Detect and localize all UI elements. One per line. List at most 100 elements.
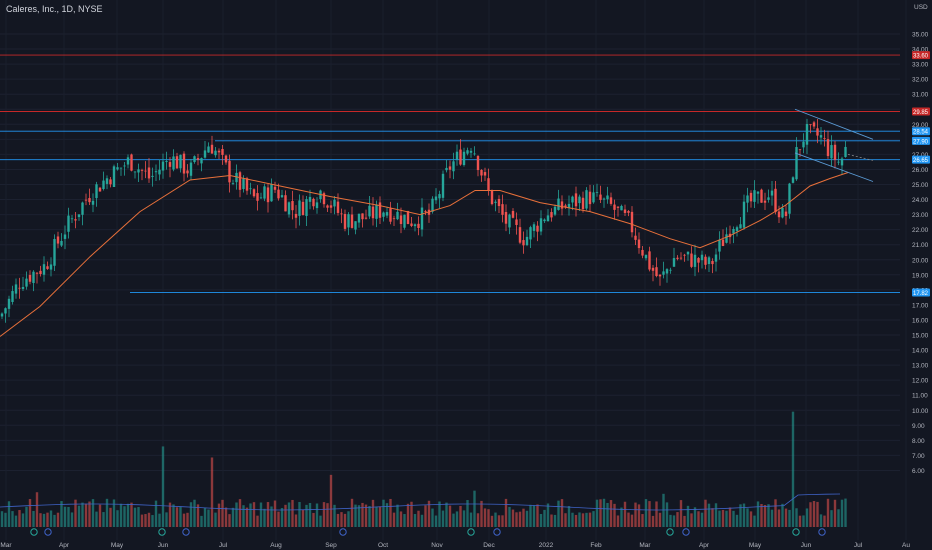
volume-bar	[739, 504, 742, 527]
volume-bar	[529, 504, 532, 527]
volume-bar	[277, 511, 280, 527]
candle-body	[431, 198, 434, 212]
volume-bar	[385, 503, 389, 527]
candle-body	[490, 190, 494, 205]
candle-body	[46, 266, 49, 269]
volume-bar	[238, 499, 242, 527]
volume-bar	[571, 512, 574, 527]
candle-body	[777, 211, 781, 218]
x-tick-label: Apr	[699, 542, 710, 549]
candle-body	[459, 149, 462, 165]
volume-bar	[413, 514, 417, 527]
volume-bar	[763, 505, 767, 527]
volume-bar	[137, 507, 140, 527]
volume-bar	[18, 510, 21, 527]
volume-bar	[140, 514, 144, 527]
y-tick-label: 10.00	[912, 408, 929, 415]
candle-body	[721, 239, 725, 246]
candle-body	[322, 193, 326, 205]
price-level-tag	[912, 107, 930, 116]
volume-bar	[343, 513, 347, 527]
time-axis[interactable]: Mar Apr May Jun Jul Aug Sep Oct Nov Dec 2022 Feb Mar…	[0, 542, 910, 549]
candle-body	[487, 178, 490, 191]
price-level-label: 33.60	[913, 54, 929, 60]
volume-bar	[284, 504, 287, 527]
price-level-tag	[912, 51, 930, 60]
candle-body	[714, 254, 718, 262]
volume-bar	[364, 504, 368, 527]
trend-channel-drawing	[794, 108, 874, 182]
candle-body	[606, 195, 609, 200]
volume-bar	[273, 500, 277, 527]
volume-bar	[242, 505, 245, 527]
candle-body	[375, 204, 378, 219]
candle-body	[25, 278, 28, 287]
volume-ma-path	[0, 493, 841, 511]
y-tick-label: 29.00	[912, 122, 929, 129]
volume-bar	[280, 508, 284, 527]
x-tick-label: Jul	[219, 542, 228, 549]
candle-body	[658, 274, 662, 277]
volume-bar	[476, 513, 480, 527]
volume-bar	[28, 499, 32, 527]
candle-body	[354, 221, 357, 230]
candle-body	[641, 249, 644, 256]
candle-body	[441, 173, 445, 198]
volume-bar	[525, 510, 529, 527]
volume-bar	[214, 512, 217, 527]
moving-average-line	[0, 172, 849, 337]
volume-bar	[658, 512, 662, 527]
volume-bar	[732, 510, 735, 527]
event-marker-icon	[682, 528, 690, 536]
candle-body	[809, 124, 812, 126]
candle-body	[235, 172, 238, 183]
candle-body	[823, 138, 826, 139]
candle-body	[515, 219, 518, 225]
candle-body	[35, 272, 39, 274]
candle-body	[819, 135, 823, 138]
price-level-tag	[912, 155, 930, 164]
volume-bar	[728, 507, 732, 527]
candle-body	[770, 190, 774, 196]
volume-bar	[333, 504, 336, 527]
volume-bar	[830, 510, 833, 527]
candle-body	[613, 204, 616, 210]
volume-bar	[116, 510, 119, 527]
candle-body	[560, 201, 564, 209]
price-level-label: 29.85	[913, 110, 929, 116]
volume-bar	[189, 502, 193, 527]
candle-body	[350, 214, 354, 228]
volume-bar	[53, 514, 56, 527]
candle-body	[602, 198, 606, 200]
price-level-label: 26.65	[913, 158, 929, 164]
candle-body	[207, 146, 210, 153]
volume-bar	[42, 513, 46, 527]
candle-body	[168, 162, 172, 167]
volume-bar	[564, 513, 567, 527]
volume-bar	[665, 502, 669, 527]
candle-body	[200, 158, 203, 164]
event-marker-icon	[666, 528, 674, 536]
candle-body	[812, 122, 816, 127]
volume-bar	[354, 504, 357, 527]
volume-bar	[735, 514, 739, 527]
candle-body	[133, 171, 137, 173]
volume-bar	[315, 503, 319, 527]
candle-body	[116, 167, 119, 170]
candle-body	[158, 169, 161, 175]
candle-body	[291, 201, 294, 211]
candle-body	[154, 171, 158, 173]
volume-bar	[98, 504, 102, 527]
volume-bar	[557, 500, 560, 527]
candle-body	[704, 256, 707, 265]
volume-bar	[196, 504, 200, 527]
price-axis[interactable]: USD35.0034.0033.0032.0031.0030.0029.0028…	[912, 4, 930, 475]
candle-body	[364, 217, 368, 219]
volume-bar	[126, 503, 130, 527]
volume-bar	[620, 507, 623, 527]
volume-bar	[424, 505, 427, 527]
volume-bar	[35, 492, 39, 527]
volume-bar	[543, 509, 546, 527]
event-marker-icon	[818, 528, 826, 536]
